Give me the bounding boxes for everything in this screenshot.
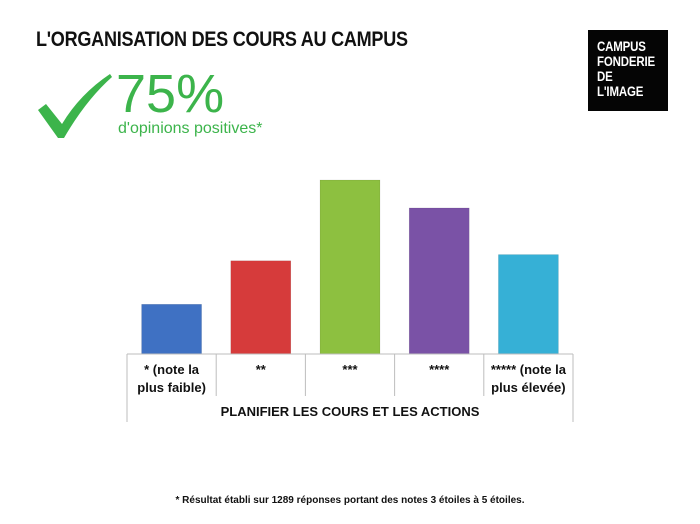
campus-logo: CAMPUS FONDERIE DE L'IMAGE <box>588 30 668 111</box>
tick-label: *** <box>342 362 358 377</box>
tick-label: * (note la <box>144 362 200 377</box>
stat-value: 75% <box>116 64 225 124</box>
tick-label: ** <box>256 362 267 377</box>
bar <box>408 207 470 355</box>
stat-caption: d'opinions positives* <box>118 120 263 137</box>
logo-line: FONDERIE <box>597 53 656 69</box>
tick-label: plus élevée) <box>491 380 565 395</box>
logo-line: L'IMAGE <box>597 83 644 99</box>
bar <box>498 254 559 355</box>
tick-label: plus faible) <box>137 380 206 395</box>
bar <box>319 179 381 355</box>
x-axis-label: PLANIFIER LES COURS ET LES ACTIONS <box>221 404 480 419</box>
checkmark-icon <box>38 74 112 138</box>
page-title: L'ORGANISATION DES COURS AU CAMPUS <box>36 28 408 51</box>
logo-line: CAMPUS <box>597 38 646 54</box>
logo-line: DE <box>597 68 613 84</box>
tick-label: **** <box>429 362 450 377</box>
bar <box>230 260 292 355</box>
footnote: * Résultat établi sur 1289 réponses port… <box>175 495 525 506</box>
bar <box>141 304 202 355</box>
tick-label: ***** (note la <box>491 362 567 377</box>
